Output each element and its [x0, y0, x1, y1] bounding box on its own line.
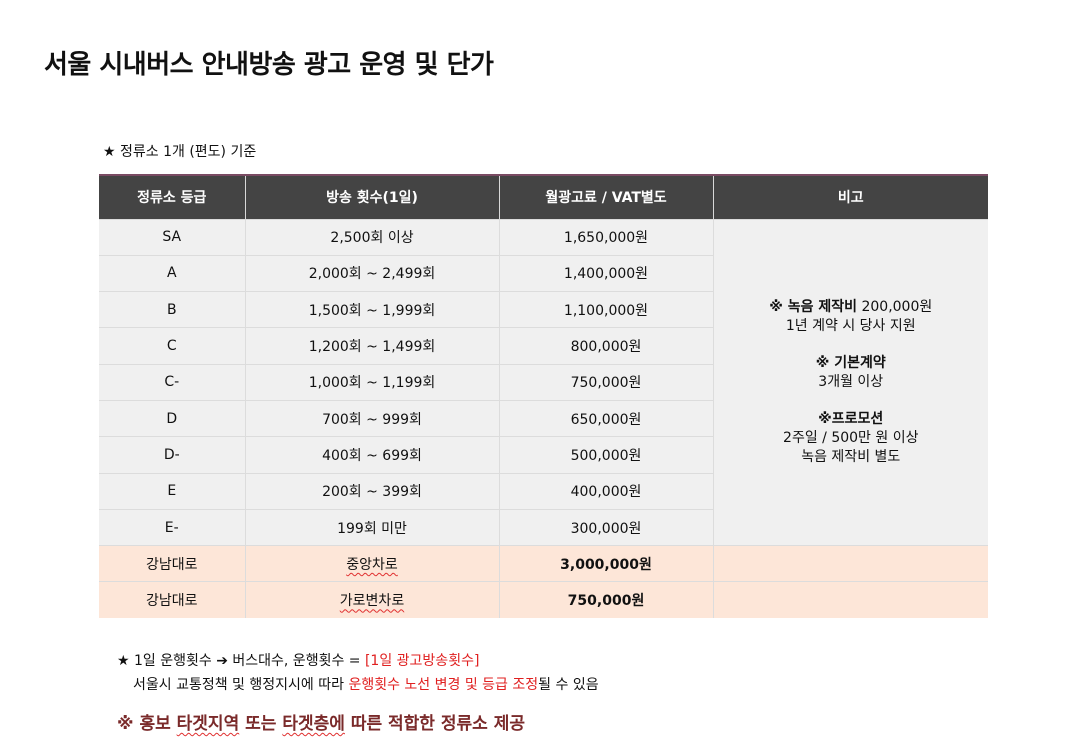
note-basic-contract: ※ 기본계약 3개월 이상 — [815, 354, 886, 390]
cell-grade: E- — [99, 508, 245, 546]
table-row: SA 2,500회 이상 1,650,000원 ※ 녹음 제작비 200,000… — [99, 218, 988, 546]
header-monthly-fee: 월광고료 / VAT별도 — [498, 175, 713, 219]
cell-lane: 가로변차로 — [244, 581, 499, 619]
footnote-daily-runs: ★ 1일 운행횟수 ➔ 버스대수, 운행횟수 = [1일 광고방송횟수] — [117, 653, 480, 669]
cell-count: 2,500회 이상 — [244, 218, 499, 256]
header-broadcast-count: 방송 횟수(1일) — [244, 175, 499, 219]
cell-count: 1,200회 ~ 1,499회 — [244, 327, 499, 365]
cell-fee: 300,000원 — [498, 508, 713, 546]
page-title: 서울 시내버스 안내방송 광고 운영 및 단가 — [44, 50, 494, 80]
cell-fee: 750,000원 — [498, 581, 713, 619]
cell-fee: 3,000,000원 — [498, 545, 713, 582]
cell-remarks-empty — [712, 545, 988, 582]
cell-grade: E — [99, 472, 245, 510]
rate-table: 정류소 등급 방송 횟수(1일) 월광고료 / VAT별도 비고 SA 2,50… — [99, 174, 988, 619]
cell-count: 2,000회 ~ 2,499회 — [244, 254, 499, 292]
cell-grade: SA — [99, 218, 245, 256]
table-row-highlight: 강남대로 중앙차로 3,000,000원 — [99, 545, 988, 582]
cell-count: 199회 미만 — [244, 508, 499, 546]
cell-grade: C- — [99, 363, 245, 401]
table-row-highlight: 강남대로 가로변차로 750,000원 — [99, 581, 988, 619]
cell-fee: 500,000원 — [498, 436, 713, 474]
cell-road: 강남대로 — [99, 545, 245, 582]
remarks-cell: ※ 녹음 제작비 200,000원 1년 계약 시 당사 지원 ※ 기본계약 3… — [712, 218, 988, 546]
cell-count: 400회 ~ 699회 — [244, 436, 499, 474]
cell-fee: 800,000원 — [498, 327, 713, 365]
cell-grade: C — [99, 327, 245, 365]
cell-lane: 중앙차로 — [244, 545, 499, 582]
cell-fee: 750,000원 — [498, 363, 713, 401]
cell-grade: B — [99, 291, 245, 328]
table-header-row: 정류소 등급 방송 횟수(1일) 월광고료 / VAT별도 비고 — [99, 175, 988, 219]
cell-grade: D- — [99, 436, 245, 474]
note-recording-fee: ※ 녹음 제작비 200,000원 1년 계약 시 당사 지원 — [769, 298, 933, 334]
table-row: E- 199회 미만 300,000원 — [99, 508, 988, 546]
cell-grade: A — [99, 254, 245, 292]
cell-count: 1,000회 ~ 1,199회 — [244, 363, 499, 401]
table-row: B 1,500회 ~ 1,999회 1,100,000원 — [99, 291, 988, 328]
cell-fee: 400,000원 — [498, 472, 713, 510]
header-remarks: 비고 — [712, 175, 988, 219]
cell-fee: 1,400,000원 — [498, 254, 713, 292]
cell-fee: 1,100,000원 — [498, 291, 713, 328]
cell-fee: 650,000원 — [498, 399, 713, 437]
cell-fee: 1,650,000원 — [498, 218, 713, 256]
table-row: E 200회 ~ 399회 400,000원 — [99, 472, 988, 510]
cell-count: 700회 ~ 999회 — [244, 399, 499, 437]
footnote-policy: 서울시 교통정책 및 행정지시에 따라 운행횟수 노선 변경 및 등급 조정될 … — [133, 677, 599, 693]
table-row: C- 1,000회 ~ 1,199회 750,000원 — [99, 363, 988, 401]
cell-road: 강남대로 — [99, 581, 245, 619]
table-row: D 700회 ~ 999회 650,000원 — [99, 399, 988, 437]
header-grade: 정류소 등급 — [99, 175, 245, 219]
footnote-targeting: ※ 홍보 타겟지역 또는 타겟층에 따른 적합한 정류소 제공 — [117, 714, 525, 734]
table-row: A 2,000회 ~ 2,499회 1,400,000원 — [99, 254, 988, 292]
cell-grade: D — [99, 399, 245, 437]
note-promotion: ※프로모션 2주일 / 500만 원 이상 녹음 제작비 별도 — [783, 410, 919, 465]
table-row: D- 400회 ~ 699회 500,000원 — [99, 436, 988, 474]
table-row: C 1,200회 ~ 1,499회 800,000원 — [99, 327, 988, 365]
cell-count: 1,500회 ~ 1,999회 — [244, 291, 499, 328]
table-caption: ★ 정류소 1개 (편도) 기준 — [103, 144, 257, 160]
cell-remarks-empty — [712, 581, 988, 619]
cell-count: 200회 ~ 399회 — [244, 472, 499, 510]
